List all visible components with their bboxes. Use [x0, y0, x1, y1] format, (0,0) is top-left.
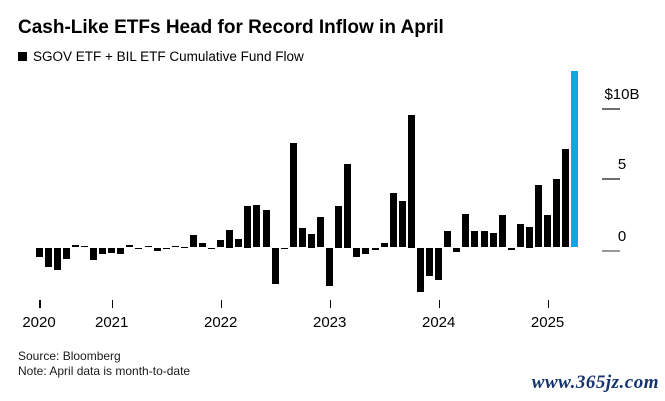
bar-2024-03: [453, 247, 461, 253]
chart-title: Cash-Like ETFs Head for Record Inflow in…: [18, 17, 444, 38]
bar-2024-08: [498, 214, 506, 248]
legend: SGOV ETF + BIL ETF Cumulative Fund Flow: [18, 48, 304, 64]
bar-2022-09: [289, 143, 297, 248]
bar-2024-06: [480, 231, 488, 248]
bar-2023-10: [407, 114, 415, 248]
bar-2021-10: [189, 234, 197, 248]
bar-2024-05: [471, 231, 479, 248]
bar-2021-06: [153, 247, 161, 251]
bar-2020-11: [90, 247, 97, 261]
bar-2022-12: [317, 217, 325, 248]
x-tick-2023: [329, 300, 332, 308]
bar-2020-07: [53, 247, 61, 270]
bar-2023-09: [398, 201, 406, 248]
bar-2023-03: [344, 163, 352, 248]
bar-2022-05: [253, 204, 261, 248]
bar-2024-07: [489, 232, 497, 248]
bar-2021-12: [208, 247, 216, 249]
bar-2021-11: [198, 243, 206, 248]
source-line: Source: Bloomberg: [18, 349, 121, 363]
y-tick-10: [602, 107, 620, 110]
bar-2023-01: [326, 247, 334, 286]
bar-2023-04: [353, 247, 361, 258]
y-tick-0: [602, 250, 620, 252]
bar-2020-10: [80, 246, 88, 248]
bar-2022-06: [262, 209, 270, 248]
x-tick-label-2020: 2020: [22, 314, 56, 331]
bar-2021-09: [180, 246, 188, 248]
bar-2020-08: [62, 247, 70, 259]
x-tick-2025: [547, 300, 550, 308]
bar-2023-11: [416, 247, 424, 293]
bar-2024-10: [516, 224, 524, 248]
x-tick-label-2025: 2025: [530, 314, 565, 331]
bar-2024-01: [435, 247, 443, 281]
bar-2023-06: [371, 247, 379, 251]
y-tick-5: [602, 177, 620, 180]
bar-2022-03: [235, 239, 243, 248]
legend-swatch-icon: [18, 51, 27, 61]
bar-2024-02: [444, 230, 452, 248]
y-tick-label-10: $10B: [604, 85, 640, 103]
bar-2021-03: [126, 245, 134, 248]
y-tick-label-0: 0: [617, 228, 627, 245]
bar-2020-12: [99, 247, 107, 254]
bar-2023-08: [389, 192, 397, 248]
bar-2022-08: [280, 247, 288, 249]
bar-2021-02: [117, 247, 125, 254]
bar-2021-08: [171, 246, 179, 248]
bar-2025-02: [553, 178, 561, 248]
bar-2021-01: [108, 247, 116, 254]
bar-2024-09: [507, 247, 515, 251]
note-line: Note: April data is month-to-date: [18, 364, 191, 378]
x-tick-2022: [220, 300, 223, 308]
bar-2020-06: [44, 247, 52, 268]
bar-2021-05: [144, 246, 152, 248]
bar-2021-07: [162, 247, 170, 249]
bar-2024-12: [535, 185, 543, 248]
bar-2025-03: [562, 148, 570, 248]
x-tick-label-2023: 2023: [313, 314, 347, 331]
watermark-link: www.365jz.com: [531, 372, 659, 393]
bar-2024-04: [462, 213, 470, 248]
bar-2022-07: [271, 247, 279, 284]
bar-2023-07: [380, 243, 388, 248]
x-tick-2021: [111, 300, 114, 308]
y-tick-label-5: 5: [617, 155, 627, 173]
bar-2024-11: [525, 226, 533, 248]
bar-2023-02: [335, 205, 343, 248]
bar-2022-02: [226, 230, 234, 248]
bar-2025-04: [571, 71, 579, 248]
bar-2022-04: [244, 205, 252, 248]
bar-2023-12: [426, 247, 434, 276]
x-tick-2024: [438, 300, 441, 308]
bar-2022-11: [307, 233, 315, 248]
x-tick-label-2022: 2022: [204, 314, 238, 331]
source-note: Source: Bloomberg Note: April data is mo…: [18, 349, 190, 379]
bar-2021-04: [135, 247, 143, 249]
x-tick-label-2024: 2024: [422, 314, 456, 331]
legend-label: SGOV ETF + BIL ETF Cumulative Fund Flow: [33, 48, 304, 64]
bar-2020-05: [35, 247, 43, 258]
bar-2023-05: [362, 247, 370, 254]
bar-2025-01: [544, 214, 552, 248]
bar-2022-10: [298, 227, 306, 248]
bar-2020-09: [71, 245, 79, 248]
bar-2022-01: [217, 239, 225, 248]
x-tick-label-2021: 2021: [95, 314, 129, 331]
x-tick-2020: [39, 300, 41, 308]
